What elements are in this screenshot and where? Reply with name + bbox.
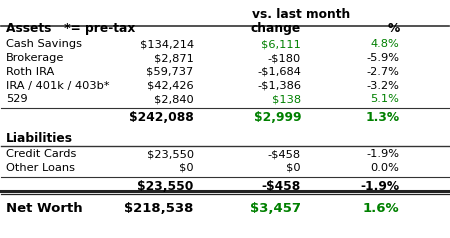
Text: $2,999: $2,999 xyxy=(253,111,301,124)
Text: -$458: -$458 xyxy=(262,180,301,193)
Text: Credit Cards: Credit Cards xyxy=(6,149,76,159)
Text: -$180: -$180 xyxy=(268,53,301,63)
Text: $23,550: $23,550 xyxy=(137,180,194,193)
Text: -1.9%: -1.9% xyxy=(366,149,400,159)
Text: Liabilities: Liabilities xyxy=(6,132,73,145)
Text: 529: 529 xyxy=(6,94,27,104)
Text: 0.0%: 0.0% xyxy=(370,163,400,173)
Text: 1.3%: 1.3% xyxy=(365,111,400,124)
Text: $59,737: $59,737 xyxy=(146,67,194,77)
Text: change: change xyxy=(251,22,301,35)
Text: $6,111: $6,111 xyxy=(261,39,301,49)
Text: $0: $0 xyxy=(179,163,194,173)
Text: 5.1%: 5.1% xyxy=(370,94,400,104)
Text: $2,871: $2,871 xyxy=(154,53,194,63)
Text: -$1,684: -$1,684 xyxy=(257,67,301,77)
Text: $23,550: $23,550 xyxy=(147,149,194,159)
Text: 1.6%: 1.6% xyxy=(363,202,400,215)
Text: $3,457: $3,457 xyxy=(250,202,301,215)
Text: $242,088: $242,088 xyxy=(129,111,194,124)
Text: 4.8%: 4.8% xyxy=(371,39,400,49)
Text: -3.2%: -3.2% xyxy=(367,81,400,91)
Text: Roth IRA: Roth IRA xyxy=(6,67,54,77)
Text: IRA / 401k / 403b*: IRA / 401k / 403b* xyxy=(6,81,109,91)
Text: Assets   *= pre-tax: Assets *= pre-tax xyxy=(6,22,135,35)
Text: $218,538: $218,538 xyxy=(124,202,194,215)
Text: $138: $138 xyxy=(272,94,301,104)
Text: Brokerage: Brokerage xyxy=(6,53,64,63)
Text: -$458: -$458 xyxy=(268,149,301,159)
Text: Cash Savings: Cash Savings xyxy=(6,39,82,49)
Text: $2,840: $2,840 xyxy=(154,94,194,104)
Text: Other Loans: Other Loans xyxy=(6,163,75,173)
Text: $42,426: $42,426 xyxy=(147,81,194,91)
Text: -2.7%: -2.7% xyxy=(367,67,400,77)
Text: -5.9%: -5.9% xyxy=(366,53,400,63)
Text: %: % xyxy=(387,22,400,35)
Text: $134,214: $134,214 xyxy=(140,39,194,49)
Text: -1.9%: -1.9% xyxy=(360,180,400,193)
Text: Net Worth: Net Worth xyxy=(6,202,82,215)
Text: vs. last month: vs. last month xyxy=(252,8,350,21)
Text: $0: $0 xyxy=(286,163,301,173)
Text: -$1,386: -$1,386 xyxy=(257,81,301,91)
